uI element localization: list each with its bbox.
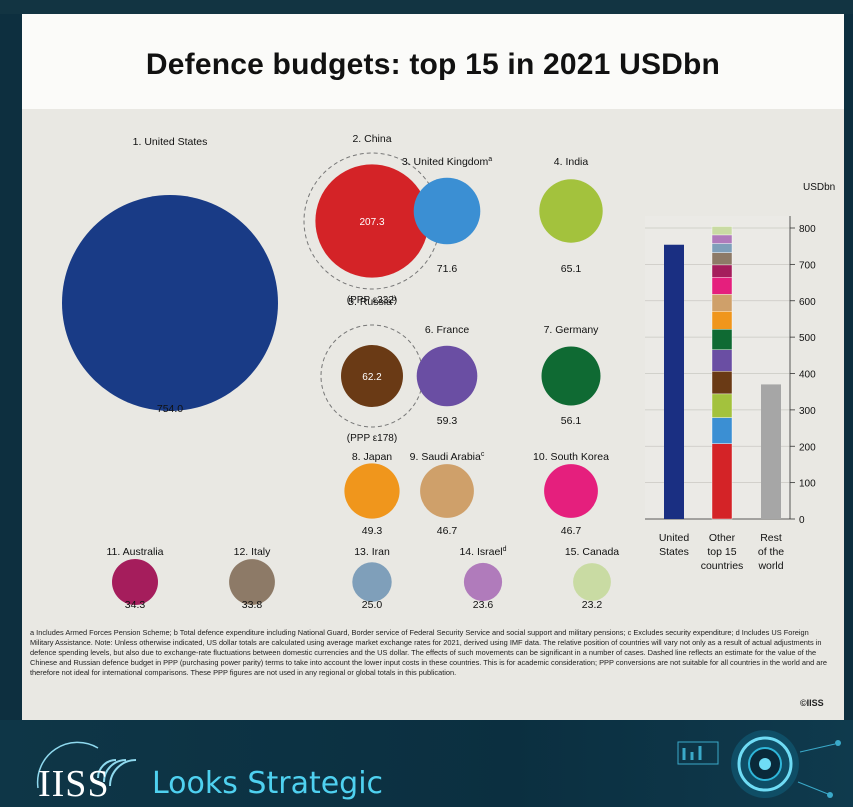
bubble-label: 6. France xyxy=(425,324,470,336)
x-category-label: United xyxy=(659,532,690,544)
bubble-iran xyxy=(352,562,392,602)
bubble-value: 23.6 xyxy=(473,599,494,611)
bar-rest-of-world xyxy=(761,384,781,519)
bar-segment-south-korea xyxy=(711,277,733,295)
bubble-label: 2. China xyxy=(352,133,391,145)
chart-title: Defence budgets: top 15 in 2021 USDbn xyxy=(145,48,721,81)
bubble-value: 23.2 xyxy=(582,599,603,611)
bubble-label: 3. United Kingdoma xyxy=(402,156,492,168)
tech-globe-icon xyxy=(677,730,841,798)
bubble-label: 1. United States xyxy=(133,136,208,148)
bubble-label: 7. Germany xyxy=(544,324,600,336)
y-tick-label: 0 xyxy=(799,515,805,526)
title-band: Defence budgets: top 15 in 2021 USDbn xyxy=(22,14,844,109)
bubble-label: 5. Russiab xyxy=(348,296,396,308)
bubble-value: 46.7 xyxy=(437,525,458,537)
bubble-value: 65.1 xyxy=(561,263,582,275)
x-category-label: States xyxy=(659,546,689,558)
bubble-canada xyxy=(573,563,611,601)
bubble-label: 14. Israeld xyxy=(459,546,506,558)
x-category-label: world xyxy=(757,560,783,572)
bar-segment-france xyxy=(711,349,733,372)
bar-segment-saudi-arabia xyxy=(711,294,733,312)
bubble-value: 59.3 xyxy=(437,415,458,427)
y-tick-label: 600 xyxy=(799,297,816,308)
bubble-israel xyxy=(463,562,503,602)
bubble-japan xyxy=(344,463,400,519)
top-border xyxy=(0,0,853,14)
bubble-china xyxy=(315,164,429,278)
y-tick-label: 800 xyxy=(799,224,816,235)
bubble-value: 56.1 xyxy=(561,415,582,427)
x-category-label: countries xyxy=(701,560,744,572)
footnote-text: a Includes Armed Forces Pension Scheme; … xyxy=(30,628,827,677)
bubble-label: 13. Iran xyxy=(354,546,390,558)
x-category-label: Rest xyxy=(760,532,782,544)
bar-segment-iran xyxy=(711,243,733,253)
y-tick-label: 200 xyxy=(799,442,816,453)
bubble-saudi-arabia xyxy=(420,464,474,518)
bubble-label: 8. Japan xyxy=(352,451,392,463)
bubble-value: 46.7 xyxy=(561,525,582,537)
bubble-value: 49.3 xyxy=(362,525,383,537)
bubble-label: 15. Canada xyxy=(565,546,619,558)
bubble-value: 71.6 xyxy=(437,263,458,275)
bubble-value: 62.2 xyxy=(362,372,382,383)
bubble-label: 11. Australia xyxy=(106,546,163,558)
x-category-label: Other xyxy=(709,532,736,544)
brand-tagline: Looks Strategic xyxy=(152,766,384,801)
bubble-united-states xyxy=(62,195,278,411)
bubble-value: 33.8 xyxy=(242,599,263,611)
y-tick-label: 400 xyxy=(799,370,816,381)
bar-segment-japan xyxy=(711,311,733,330)
bubble-label: 4. India xyxy=(554,156,589,168)
bubble-india xyxy=(539,179,603,243)
bubble-france xyxy=(416,345,478,407)
bar-segment-china xyxy=(711,443,733,520)
bubble-germany xyxy=(541,346,601,406)
bubble-value: 754.0 xyxy=(157,403,183,415)
y-tick-label: 500 xyxy=(799,333,816,344)
ppp-label: (PPP ε178) xyxy=(347,433,397,444)
bubble-label: 10. South Korea xyxy=(533,451,609,463)
bar-segment-germany xyxy=(711,329,733,350)
bar-segment-israel xyxy=(711,234,733,244)
x-category-label: top 15 xyxy=(707,546,736,558)
infographic-panel: Defence budgets: top 15 in 2021 USDbn 1.… xyxy=(22,14,844,720)
y-tick-label: 100 xyxy=(799,479,816,490)
bubble-united-kingdom xyxy=(413,177,481,245)
bubble-value: 207.3 xyxy=(359,217,384,228)
y-tick-label: 700 xyxy=(799,260,816,271)
bar-segment-russia xyxy=(711,371,733,395)
bubble-label: 12. Italy xyxy=(234,546,272,558)
bar-united-states xyxy=(664,244,684,520)
bar-segment-india xyxy=(711,393,733,418)
bar-segment-united-kingdom xyxy=(711,417,733,444)
bubble-australia xyxy=(112,559,158,605)
bar-segment-italy xyxy=(711,252,733,266)
bubble-russia xyxy=(341,345,403,407)
chart-area: 1. United States 754.0 (PPP ε332) 2. China 2… xyxy=(62,133,835,611)
logo-arc-icon xyxy=(36,741,137,789)
x-category-label: of the xyxy=(758,546,784,558)
ppp-label: (PPP ε332) xyxy=(347,295,397,306)
bubble-italy xyxy=(229,559,275,605)
bubble-value: 25.0 xyxy=(362,599,383,611)
bar-segment-canada xyxy=(711,226,733,236)
y-tick-label: 300 xyxy=(799,406,816,417)
bubble-value: 34.3 xyxy=(125,599,146,611)
bubble-south-korea xyxy=(544,464,598,518)
y-axis-label: USDbn xyxy=(803,182,835,193)
bar-segment-australia xyxy=(711,264,733,278)
brand-logo-text: IISS xyxy=(38,763,110,805)
bubble-label: 9. Saudi Arabiac xyxy=(410,451,485,463)
copyright-label: ©IISS xyxy=(800,698,824,708)
